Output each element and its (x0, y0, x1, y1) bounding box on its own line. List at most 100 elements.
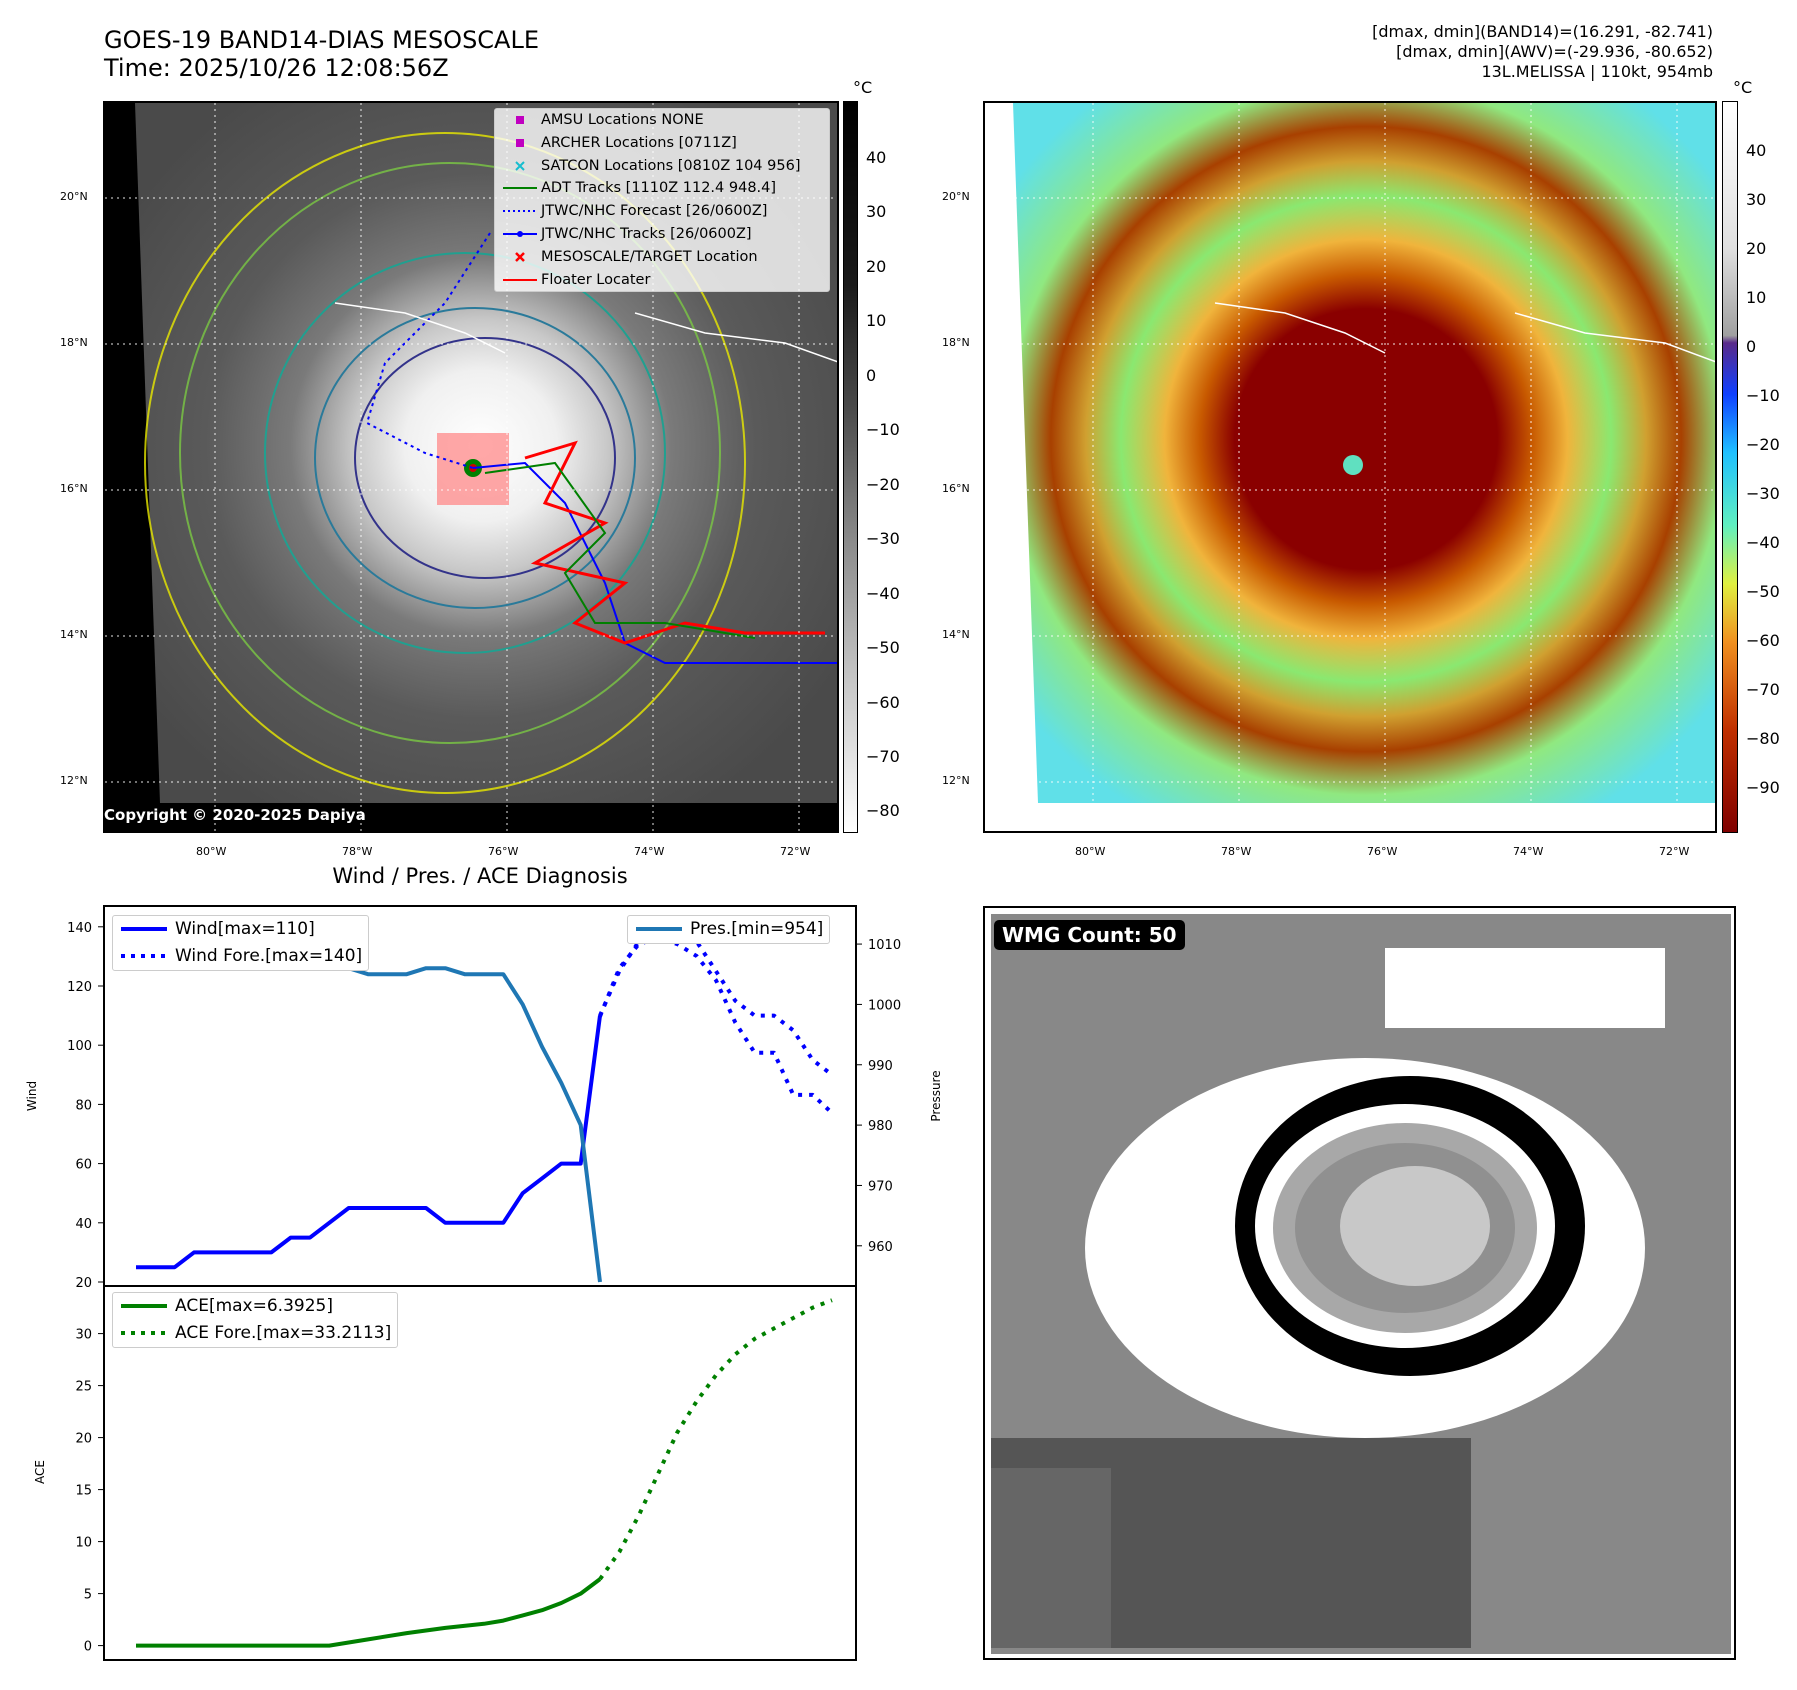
colorbar-tick: −40 (1746, 533, 1780, 552)
ace-tick-label: 20 (75, 1432, 92, 1447)
magenta-square-icon (516, 138, 524, 147)
legend-label: Wind Fore.[max=140] (175, 946, 363, 966)
wind-tick-label: 140 (67, 921, 92, 936)
colorbar-tick: 10 (866, 311, 887, 330)
lat-label: 16°N (60, 482, 88, 495)
title-time: Time: 2025/10/26 12:08:56Z (104, 54, 449, 82)
awv-map-image (985, 103, 1715, 831)
pressure-axis-label: Pressure (929, 1070, 943, 1121)
lat-label: 14°N (60, 628, 88, 641)
storm-info: 13L.MELISSA | 110kt, 954mb (1481, 62, 1713, 81)
lat-label: 18°N (942, 336, 970, 349)
stats-band14: [dmax, dmin](BAND14)=(16.291, -82.741) (1372, 22, 1713, 41)
cyan-x-icon (515, 160, 525, 171)
legend-label: Pres.[min=954] (690, 919, 824, 939)
diagnosis-chart: 20 40 60 80 100 120 140 960 970 980 990 1000 1010 0 5 1… (25, 905, 943, 1661)
lon-label: 76°W (1367, 845, 1398, 858)
steelblue-line-icon (636, 927, 682, 931)
wmg-image (991, 914, 1731, 1654)
lon-label: 78°W (342, 845, 373, 858)
wind-tick-label: 40 (75, 1217, 92, 1232)
stats-awv: [dmax, dmin](AWV)=(-29.936, -80.652) (1396, 42, 1713, 61)
colorbar-tick: −10 (1746, 386, 1780, 405)
lat-label: 12°N (60, 774, 88, 787)
legend-adt: ADT Tracks [1110Z 112.4 948.4] (495, 177, 829, 200)
pressure-tick-label: 960 (868, 1240, 893, 1255)
lon-label: 78°W (1221, 845, 1252, 858)
ace-legend: ACE[max=6.3925] ACE Fore.[max=33.2113] (112, 1292, 399, 1348)
wind-forecast-line (598, 924, 834, 1077)
ir-colorbar (843, 101, 858, 833)
legend-label: MESOSCALE/TARGET Location (541, 248, 758, 265)
pressure-tick-label: 1010 (868, 938, 901, 953)
wmg-panel (983, 906, 1736, 1660)
pressure-tick-label: 970 (868, 1179, 893, 1194)
lon-label: 80°W (196, 845, 227, 858)
blue-line-icon (121, 927, 167, 931)
map-legend: AMSU Locations NONE ARCHER Locations [07… (494, 108, 830, 293)
blue-dotted-line-icon (503, 210, 537, 213)
lat-label: 20°N (942, 190, 970, 203)
ace-tick-label: 5 (84, 1588, 92, 1603)
colorbar-tick: −50 (866, 638, 900, 657)
title-line-1: GOES-19 BAND14-DIAS MESOSCALE (104, 26, 540, 54)
pressure-tick-label: 980 (868, 1119, 893, 1134)
colorbar-tick: −30 (1746, 484, 1780, 503)
pressure-line (136, 942, 602, 1283)
blue-line-dot-icon (503, 230, 537, 237)
legend-wind: Wind[max=110] (113, 916, 368, 943)
ace-tick-label: 30 (75, 1328, 92, 1343)
chart-title: GOES-19 BAND14-DIAS MESOSCALE Time: 2025/… (104, 26, 539, 82)
legend-label: ACE Fore.[max=33.2113] (175, 1323, 392, 1343)
colorbar-tick: 40 (1746, 141, 1767, 160)
wind-tick-label: 60 (75, 1158, 92, 1173)
wind-tick-label: 100 (67, 1039, 92, 1054)
lon-label: 76°W (488, 845, 519, 858)
wind-tick-label: 20 (75, 1276, 92, 1291)
colorbar-tick: −70 (1746, 680, 1780, 699)
colorbar-tick: −70 (866, 747, 900, 766)
colorbar-tick: 20 (866, 257, 887, 276)
pressure-tick-label: 990 (868, 1059, 893, 1074)
colorbar-tick: 20 (1746, 239, 1767, 258)
legend-mesoscale: MESOSCALE/TARGET Location (495, 246, 829, 269)
red-x-icon (515, 251, 525, 262)
colorbar-tick: 0 (1746, 337, 1757, 356)
colorbar-tick: −90 (1746, 778, 1780, 797)
legend-pressure: Pres.[min=954] (628, 916, 829, 943)
colorbar-tick: −80 (866, 801, 900, 820)
diagnosis-title: Wind / Pres. / ACE Diagnosis (332, 864, 628, 888)
colorbar-tick: 30 (866, 202, 887, 221)
lon-label: 72°W (1659, 845, 1690, 858)
legend-label: SATCON Locations [0810Z 104 956] (541, 157, 801, 174)
ace-tick-label: 25 (75, 1380, 92, 1395)
legend-label: JTWC/NHC Tracks [26/0600Z] (541, 225, 752, 242)
legend-floater: Floater Locater (495, 269, 829, 292)
legend-tracks: JTWC/NHC Tracks [26/0600Z] (495, 223, 829, 246)
wind-line (136, 1015, 602, 1270)
lat-label: 12°N (942, 774, 970, 787)
magenta-square-icon (516, 116, 524, 124)
lon-label: 72°W (780, 845, 811, 858)
colorbar-tick: −80 (1746, 729, 1780, 748)
wind-axis-label: Wind (25, 1081, 39, 1111)
green-dotted-line-icon (121, 1331, 167, 1335)
pressure-tick-label: 1000 (868, 998, 901, 1013)
colorbar-tick: −60 (1746, 631, 1780, 650)
wind-legend: Wind[max=110] Wind Fore.[max=140] (112, 915, 370, 971)
colorbar-tick: 30 (1746, 190, 1767, 209)
colorbar-tick: −20 (866, 475, 900, 494)
chart-frame (103, 905, 857, 1661)
colorbar-tick: 40 (866, 148, 887, 167)
blue-dotted-line-icon (121, 954, 167, 958)
legend-label: ADT Tracks [1110Z 112.4 948.4] (541, 180, 777, 197)
legend-ace-forecast: ACE Fore.[max=33.2113] (113, 1320, 397, 1347)
pressure-legend: Pres.[min=954] (627, 915, 831, 944)
legend-label: JTWC/NHC Forecast [26/0600Z] (541, 203, 768, 220)
colorbar-tick: −40 (866, 584, 900, 603)
green-line-icon (503, 187, 537, 190)
awv-colorbar (1722, 101, 1738, 833)
lat-label: 14°N (942, 628, 970, 641)
green-line-icon (121, 1304, 167, 1308)
legend-label: Wind[max=110] (175, 919, 315, 939)
